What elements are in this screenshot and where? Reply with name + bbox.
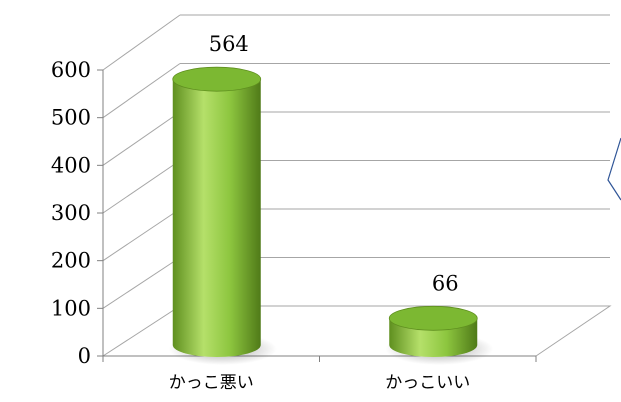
- y-tick-label: 600: [51, 58, 91, 82]
- gridline-diagonal: [102, 257, 181, 309]
- x-tick-label: かっこ悪い: [169, 373, 254, 393]
- data-label: 564: [209, 32, 249, 56]
- y-tick-label: 300: [51, 201, 91, 225]
- bar-top: [172, 66, 262, 92]
- gridline-diagonal: [102, 208, 181, 262]
- bar-top: [388, 305, 478, 331]
- labels: 0 100 200 300 400 500 600 564 かっこ悪い 66 かっこいい: [51, 32, 470, 393]
- y-tick-label: 400: [51, 153, 91, 177]
- gridline-diagonal: [102, 14, 181, 71]
- y-tick-label: 500: [51, 106, 91, 130]
- y-tick-label: 100: [51, 296, 91, 320]
- gridline-diagonal: [102, 111, 181, 166]
- data-label: 66: [432, 271, 459, 295]
- bars: [168, 66, 494, 365]
- bar: [172, 79, 261, 357]
- gridline-diagonal: [102, 160, 181, 214]
- gridline-diagonal: [102, 63, 181, 119]
- floor-outline: [102, 305, 612, 357]
- x-tick-label: かっこいい: [385, 373, 470, 393]
- y-tick-label: 0: [78, 344, 91, 368]
- y-tick-label: 200: [51, 249, 91, 273]
- callout-shape: [607, 137, 621, 201]
